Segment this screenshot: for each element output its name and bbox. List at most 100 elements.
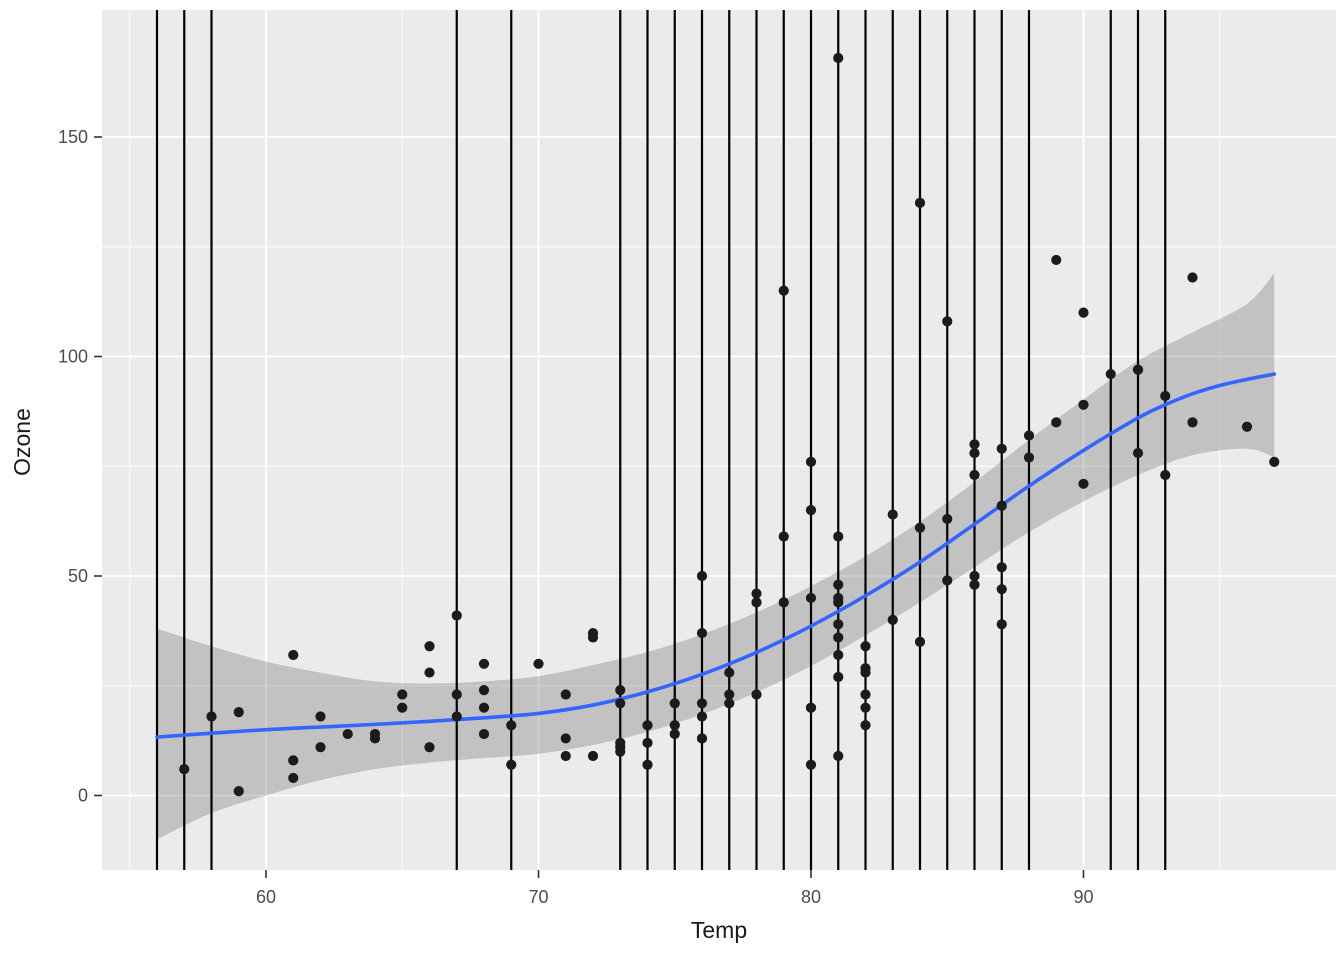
data-point [860, 702, 871, 713]
data-point [860, 641, 871, 652]
data-point [1269, 456, 1280, 467]
data-point [860, 689, 871, 700]
data-point [560, 689, 571, 700]
data-point [560, 750, 571, 762]
data-point [233, 786, 244, 797]
data-point [233, 706, 244, 718]
data-point [696, 733, 708, 744]
data-point [805, 702, 817, 713]
x-tick-label: 70 [528, 887, 548, 907]
data-point [833, 671, 844, 683]
data-point [1132, 364, 1144, 375]
data-point [288, 649, 299, 661]
data-point [369, 733, 381, 744]
data-point [506, 759, 517, 770]
data-point [833, 52, 844, 64]
data-point [179, 764, 190, 775]
data-point [478, 685, 490, 696]
data-point [478, 728, 490, 740]
x-tick-label: 90 [1073, 887, 1093, 907]
data-point [315, 711, 326, 722]
x-axis-title: Temp [691, 917, 747, 943]
data-point [533, 658, 544, 669]
data-point [696, 570, 708, 582]
data-point [206, 711, 217, 722]
data-point [696, 627, 708, 639]
data-point [288, 755, 299, 766]
data-point [451, 689, 462, 700]
data-point [696, 711, 708, 722]
data-point [642, 759, 653, 770]
data-point [751, 588, 762, 599]
data-point [451, 711, 462, 722]
data-point [996, 584, 1007, 595]
data-point [805, 456, 817, 467]
data-point [914, 522, 926, 533]
data-point [424, 667, 435, 678]
data-point [996, 562, 1007, 573]
data-point [833, 649, 844, 661]
data-point [587, 750, 599, 762]
data-point [969, 570, 980, 582]
data-point [669, 728, 680, 740]
data-point [1241, 421, 1253, 432]
data-point [506, 720, 517, 731]
data-point [724, 667, 735, 678]
data-point [833, 619, 844, 630]
data-point [778, 597, 789, 608]
data-point [1160, 390, 1171, 402]
data-point [478, 702, 490, 713]
x-tick-label: 60 [256, 887, 276, 907]
data-point [669, 698, 680, 709]
data-point [397, 689, 408, 700]
data-point [1187, 417, 1198, 428]
data-point [669, 720, 680, 731]
data-point [724, 689, 735, 700]
data-point [942, 316, 953, 327]
data-point [942, 513, 953, 525]
data-point [1051, 417, 1062, 428]
y-tick-label: 100 [58, 347, 88, 367]
data-point [860, 720, 871, 731]
data-point [1051, 254, 1062, 266]
data-point [887, 614, 898, 626]
data-point [969, 439, 980, 450]
data-point [587, 632, 599, 643]
data-point [560, 733, 571, 744]
y-tick-label: 50 [68, 566, 88, 586]
data-point [778, 285, 789, 296]
y-axis-title: Ozone [9, 408, 35, 476]
data-point [996, 619, 1007, 630]
data-point [1023, 430, 1035, 441]
data-point [805, 592, 817, 604]
data-point [696, 698, 708, 709]
data-point [315, 742, 326, 753]
data-point [288, 772, 299, 784]
data-point [969, 579, 980, 590]
data-point [1078, 399, 1089, 410]
data-point [1160, 469, 1171, 481]
data-point [833, 750, 844, 762]
data-point [1078, 307, 1089, 318]
confidence-ribbon [157, 273, 1275, 840]
data-point [478, 658, 490, 669]
data-point [778, 531, 789, 542]
data-point [615, 698, 626, 709]
data-point [914, 197, 926, 208]
data-point [751, 689, 762, 700]
data-point [424, 742, 435, 753]
data-point [996, 500, 1007, 511]
data-point [1132, 447, 1144, 459]
x-tick-label: 80 [801, 887, 821, 907]
data-point [642, 737, 653, 748]
data-point [914, 636, 926, 647]
data-point [805, 505, 817, 516]
data-point [751, 597, 762, 608]
data-point [615, 746, 626, 757]
data-point [342, 728, 353, 740]
data-point [397, 702, 408, 713]
data-point [724, 698, 735, 709]
data-point [642, 720, 653, 731]
